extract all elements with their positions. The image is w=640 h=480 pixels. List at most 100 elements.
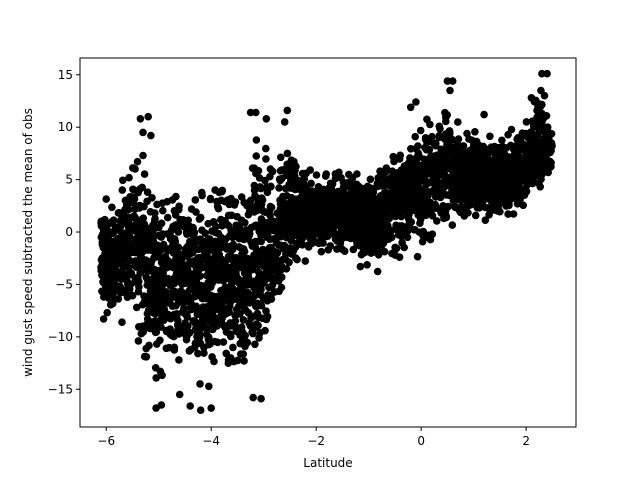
data-point bbox=[191, 196, 200, 204]
data-point bbox=[452, 191, 460, 199]
data-point bbox=[246, 322, 255, 330]
data-point bbox=[498, 136, 506, 145]
data-point bbox=[446, 174, 454, 182]
data-point bbox=[115, 209, 123, 217]
data-point bbox=[309, 201, 317, 209]
data-point bbox=[417, 161, 425, 170]
data-point bbox=[522, 175, 530, 184]
data-point bbox=[174, 254, 183, 263]
data-point bbox=[471, 211, 480, 220]
data-point bbox=[287, 237, 296, 245]
data-point bbox=[414, 142, 422, 150]
data-point bbox=[282, 222, 291, 231]
data-point bbox=[301, 199, 309, 208]
data-point bbox=[430, 204, 439, 213]
data-point bbox=[289, 207, 298, 215]
data-point bbox=[172, 222, 180, 230]
data-point bbox=[194, 349, 202, 358]
data-point bbox=[187, 345, 195, 354]
data-point bbox=[262, 257, 271, 265]
data-point bbox=[252, 108, 260, 117]
data-point bbox=[102, 195, 110, 203]
data-point bbox=[230, 201, 239, 209]
data-point bbox=[261, 326, 269, 335]
data-point bbox=[256, 183, 264, 191]
data-point bbox=[292, 213, 300, 221]
data-point bbox=[127, 270, 136, 279]
data-point bbox=[198, 226, 206, 234]
data-point bbox=[214, 229, 223, 238]
data-point bbox=[229, 273, 237, 282]
data-point bbox=[420, 233, 429, 242]
data-point bbox=[538, 169, 547, 177]
data-point bbox=[436, 125, 444, 133]
data-point bbox=[139, 214, 148, 222]
data-point bbox=[302, 209, 311, 218]
data-point bbox=[203, 290, 211, 298]
data-point bbox=[240, 247, 249, 256]
data-point bbox=[356, 262, 365, 271]
data-point bbox=[231, 229, 240, 238]
data-point bbox=[159, 206, 167, 215]
data-point bbox=[490, 163, 498, 172]
data-point bbox=[454, 135, 463, 143]
data-point bbox=[490, 142, 499, 151]
data-point bbox=[352, 233, 361, 241]
data-point bbox=[486, 189, 495, 198]
data-point bbox=[485, 156, 494, 165]
data-point bbox=[148, 281, 157, 289]
data-point bbox=[155, 290, 164, 299]
data-point bbox=[139, 328, 147, 336]
data-point bbox=[183, 248, 191, 257]
data-point bbox=[443, 111, 452, 119]
data-point bbox=[251, 340, 259, 349]
data-point bbox=[212, 222, 220, 231]
data-point bbox=[314, 188, 323, 197]
data-point bbox=[226, 330, 234, 338]
data-point bbox=[228, 287, 236, 296]
data-point bbox=[538, 69, 546, 78]
data-point bbox=[173, 311, 181, 320]
data-point bbox=[457, 196, 466, 205]
data-point bbox=[380, 181, 388, 190]
data-point bbox=[360, 197, 368, 206]
data-point bbox=[263, 268, 272, 277]
data-point bbox=[297, 177, 306, 185]
data-point bbox=[116, 223, 124, 232]
data-point bbox=[216, 276, 224, 284]
data-point bbox=[414, 211, 423, 219]
data-point bbox=[195, 331, 203, 339]
data-point bbox=[263, 297, 272, 305]
data-point bbox=[192, 279, 201, 288]
data-point bbox=[277, 283, 286, 292]
data-point bbox=[257, 231, 265, 239]
data-point bbox=[108, 283, 116, 291]
data-point bbox=[531, 171, 539, 179]
data-point bbox=[214, 204, 223, 213]
data-point bbox=[102, 239, 111, 248]
data-point bbox=[443, 151, 452, 160]
data-point bbox=[505, 158, 513, 166]
data-point bbox=[146, 259, 155, 267]
data-point bbox=[207, 244, 215, 253]
data-points bbox=[97, 69, 556, 415]
data-point bbox=[180, 304, 188, 313]
data-point bbox=[301, 257, 310, 265]
data-point bbox=[388, 176, 396, 185]
data-point bbox=[312, 171, 321, 179]
data-point bbox=[218, 187, 226, 196]
data-point bbox=[252, 136, 261, 144]
data-point bbox=[171, 211, 180, 219]
data-point bbox=[518, 129, 527, 137]
data-point bbox=[248, 242, 257, 250]
data-point bbox=[245, 256, 253, 265]
data-point bbox=[293, 195, 302, 204]
data-point bbox=[118, 318, 126, 327]
data-point bbox=[138, 183, 146, 192]
data-point bbox=[162, 313, 171, 321]
data-point bbox=[202, 308, 210, 317]
data-point bbox=[121, 196, 130, 205]
data-point bbox=[496, 168, 505, 177]
data-point bbox=[274, 230, 283, 238]
data-point bbox=[156, 336, 164, 345]
